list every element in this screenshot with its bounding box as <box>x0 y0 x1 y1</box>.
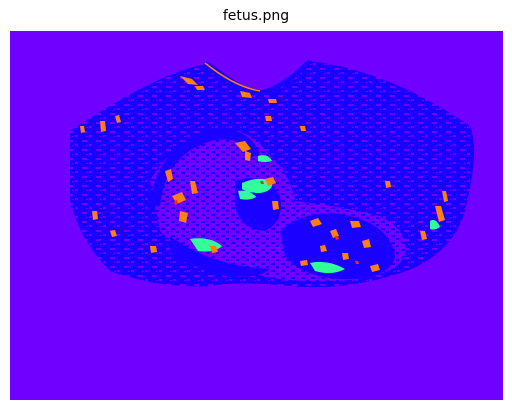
probe-arc <box>203 59 312 96</box>
echo-edge <box>174 181 359 264</box>
probe-arc-edge <box>204 62 261 92</box>
figure-title: fetus.png <box>222 8 290 24</box>
echo-high <box>190 155 440 274</box>
echo-mid <box>80 76 448 272</box>
image-axes <box>10 31 503 400</box>
